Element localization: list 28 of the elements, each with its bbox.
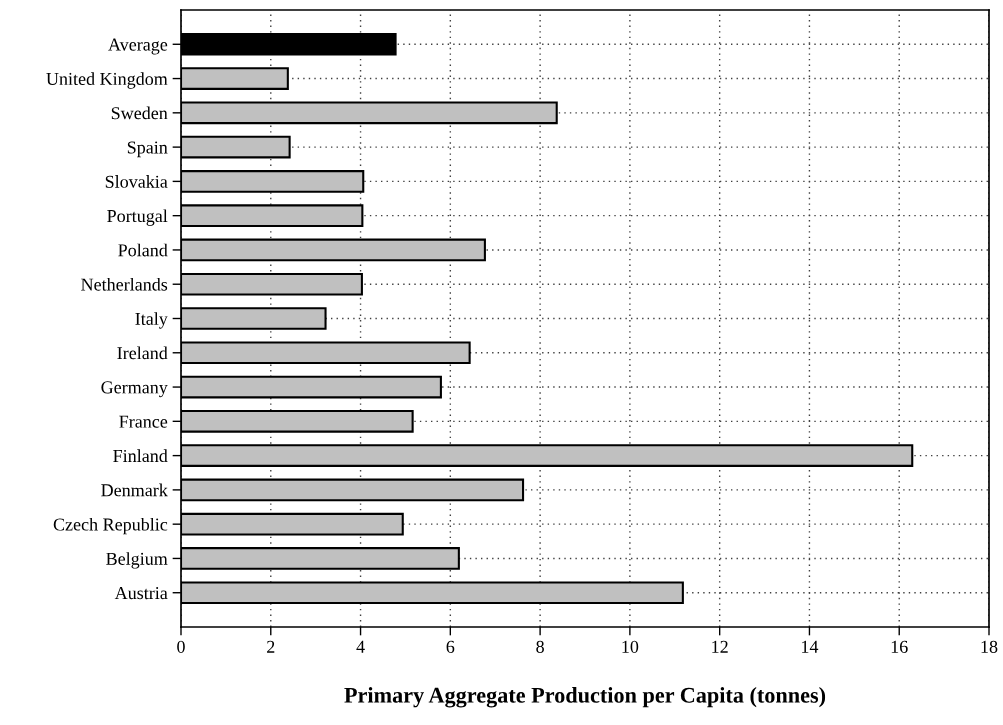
x-tick-label: 12 [712, 640, 728, 653]
y-tick-label: Italy [135, 312, 168, 329]
y-tick-label: Average [108, 38, 168, 55]
y-tick-label: Ireland [117, 346, 168, 360]
y-tick-label: United Kingdom [46, 72, 168, 89]
x-tick-label: 18 [981, 640, 998, 653]
x-tick-label: 6 [446, 640, 455, 653]
y-tick-label: France [119, 415, 168, 428]
y-tick-label: Spain [127, 141, 168, 158]
x-tick-label: 0 [177, 640, 185, 653]
x-tick-label: 2 [267, 640, 275, 653]
x-tick-label: 10 [622, 640, 639, 653]
x-axis-title: Primary Aggregate Production per Capita (tonnes) [344, 687, 826, 708]
y-tick-label: Slovakia [105, 175, 168, 188]
y-tick-label: Germany [101, 381, 168, 398]
y-tick-label: Netherlands [81, 277, 168, 291]
y-tick-label: Belgium [106, 552, 168, 569]
y-tick-label: Austria [114, 587, 168, 600]
x-tick-label: 4 [356, 640, 365, 653]
x-tick-label: 8 [536, 640, 544, 653]
x-tick-label: 16 [891, 640, 908, 653]
y-tick-label: Czech Republic [53, 517, 168, 535]
y-tick-label: Portugal [107, 209, 168, 226]
x-tick-label: 14 [802, 640, 819, 653]
y-tick-label: Denmark [101, 483, 168, 497]
y-tick-label: Finland [113, 449, 168, 463]
y-tick-label: Poland [118, 243, 168, 257]
y-tick-label: Sweden [111, 106, 168, 120]
